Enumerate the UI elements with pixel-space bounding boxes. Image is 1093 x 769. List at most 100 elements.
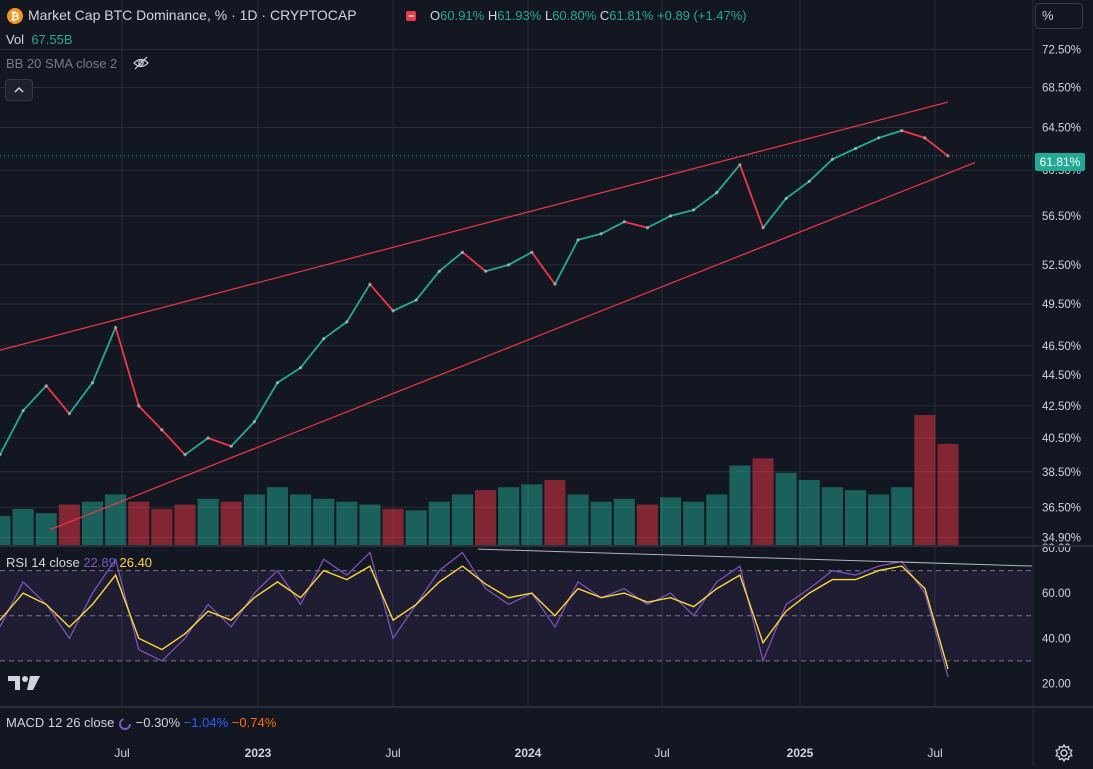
symbol-title[interactable]: Market Cap BTC Dominance, % · 1D · CRYPT… [28,7,357,23]
price-point [460,250,465,254]
price-segment [762,197,787,229]
volume-bar [405,510,427,545]
volume-bar [498,487,520,545]
price-tick-label: 52.50% [1042,260,1081,272]
volume-bar [428,501,450,545]
close-label: C [599,8,610,23]
rsi-band [0,570,1032,661]
price-point [784,196,788,200]
price-point [137,404,141,408]
volume-bar [937,443,959,545]
price-point [183,453,187,457]
time-tick-label: 2025 [787,746,814,760]
price-segment [785,180,810,200]
volume-legend[interactable]: Vol 67.55B [6,32,73,47]
volume-bar [35,513,57,545]
volume-bar [706,494,728,545]
volume-bar [798,480,820,545]
collapse-legend-button[interactable] [5,79,33,101]
trend-lines [0,101,976,531]
price-axis: 72.50%68.50%64.50%60.50%56.50%52.50%49.5… [1042,44,1081,544]
eye-off-icon[interactable] [132,55,150,71]
rsi-series [0,548,1033,678]
lower-trend-line [49,161,976,531]
volume-bar [336,501,358,545]
price-segment [45,385,71,415]
price-tick-label: 42.50% [1042,401,1081,413]
price-point [391,309,395,313]
volume-bars [0,415,959,545]
price-point [368,282,372,286]
volume-bar [266,487,289,545]
volume-bar [220,501,242,545]
rsi-tick-label: 80.00 [1042,543,1071,555]
rsi-tick-label: 20.00 [1042,678,1071,690]
price-segment [91,327,117,384]
price-point [853,146,858,151]
volume-bar [752,458,774,545]
bb-legend[interactable]: BB 20 SMA close 2 [6,56,117,71]
open-label: O [430,8,441,23]
rsi-line [0,551,949,678]
price-segment [161,429,186,456]
time-tick-label: 2023 [245,746,272,760]
rsi-value: 22.89 [83,555,116,570]
volume-bar [174,504,196,545]
volume-bar [0,516,11,545]
price-point [483,269,488,273]
time-tick-label: Jul [114,746,129,760]
price-point [830,157,834,161]
volume-bar [243,494,265,545]
price-point [530,250,534,254]
price-point [160,428,164,432]
chevron-up-icon [14,86,24,93]
price-point [715,191,719,195]
price-point [668,214,673,218]
macd-label: MACD 12 26 close [6,715,115,730]
price-point [298,366,303,370]
volume-value: 67.55B [31,32,73,47]
price-point [599,232,603,236]
macd-legend[interactable]: MACD 12 26 close −0.30% −1.04% −0.74% [6,715,276,731]
price-point [761,226,765,230]
price-segment [554,239,579,285]
price-segment [531,251,556,285]
rsi-label: RSI 14 close [6,555,80,570]
price-point [322,337,326,341]
volume-label: Vol [6,32,25,47]
rsi-legend[interactable]: RSI 14 close 22.89 26.40 [6,555,152,570]
bb-label: BB 20 SMA close 2 [6,56,118,71]
change-value: +0.89 (+1.47%) [657,8,747,23]
volume-bar [775,472,797,545]
price-point [414,298,418,302]
price-point [738,163,742,167]
price-segment [693,191,718,211]
time-tick-label: Jul [654,746,669,760]
price-segment [924,137,949,157]
price-point [345,320,349,324]
price-point [900,128,904,133]
volume-bar [914,415,936,545]
price-tick-label: 38.50% [1042,467,1081,479]
market-closed-icon[interactable] [404,9,418,23]
volume-bar [58,504,80,545]
price-point [67,412,71,416]
rsi-trend-line [477,548,1033,567]
volume-bar [821,487,843,545]
time-tick-label: Jul [927,746,942,760]
macd-signal-value: −1.04% [183,715,229,730]
time-tick-label: Jul [385,746,400,760]
settings-gear-icon[interactable] [1053,742,1075,764]
price-segment [253,382,279,423]
price-point [553,282,557,286]
scale-mode-button[interactable]: % [1035,3,1083,29]
price-segment [207,437,232,448]
price-point [437,269,441,273]
price-tick-label: 40.50% [1042,433,1081,445]
price-tick-label: 64.50% [1042,122,1081,134]
price-segment [461,251,487,272]
volume-bar [81,501,104,545]
price-segment [68,382,94,415]
price-point [507,263,511,267]
